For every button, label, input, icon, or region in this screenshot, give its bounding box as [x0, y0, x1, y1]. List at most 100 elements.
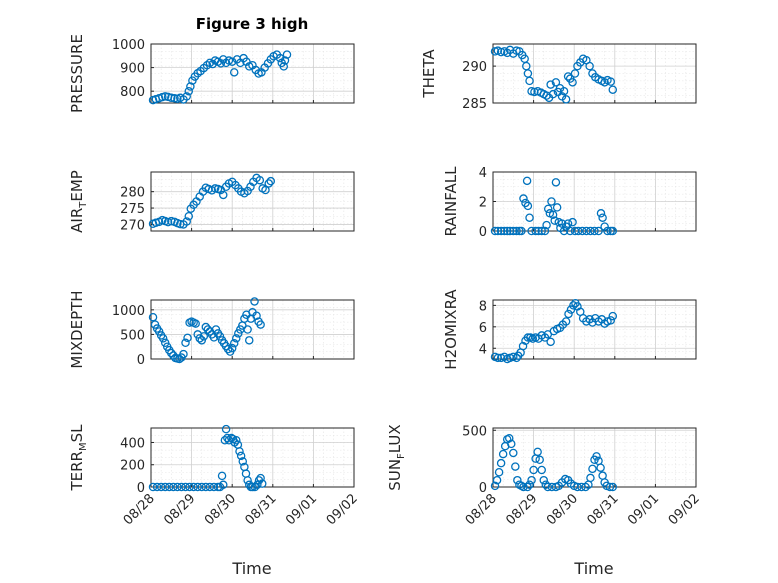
y-tick-label: 275 [120, 202, 145, 217]
data-point-pressure [184, 86, 194, 96]
x-tick-label: 09/02 [324, 491, 361, 528]
data-point-sunflux [513, 475, 522, 485]
data-point-mixdepth [243, 325, 252, 334]
data-point-terrmsl [197, 482, 206, 492]
data-point-rainfall [574, 226, 583, 236]
data-point-mixdepth [191, 319, 200, 328]
data-point-sunflux [509, 448, 518, 458]
data-point-sunflux [535, 455, 544, 465]
data-point-terrmsl [189, 482, 198, 492]
data-point-theta [525, 76, 534, 86]
subplot-rainfall: 0 2 4 RAINFALL [442, 166, 697, 240]
data-point-mixdepth [252, 311, 261, 320]
data-point-rainfall [568, 217, 577, 227]
data-point-rainfall [517, 226, 526, 236]
data-point-rainfall [551, 178, 561, 187]
data-point-terrmsl [209, 482, 219, 492]
y-tick-label: 1000 [112, 304, 145, 319]
data-point-theta [496, 47, 506, 57]
y-tick-label: 1000 [112, 38, 145, 53]
data-point-theta [548, 89, 558, 99]
data-point-sunflux [605, 482, 615, 492]
axes-frame [150, 299, 355, 360]
data-point-theta [570, 69, 580, 78]
data-point-sunflux [525, 480, 534, 489]
data-point-airtemp [264, 179, 273, 188]
data-point-rainfall [502, 226, 512, 236]
data-point-rainfall [552, 203, 562, 212]
data-point-h2omixra [606, 316, 615, 325]
data-point-sunflux [492, 475, 502, 485]
y-tick-label: 0 [137, 353, 145, 368]
data-point-rainfall [543, 204, 553, 214]
data-point-rainfall [490, 226, 500, 236]
data-point-terrmsl [219, 480, 228, 490]
y-axis-label: TERRMSL [68, 424, 89, 492]
x-tick-label: 09/01 [625, 491, 662, 528]
y-axis-label: PRESSURE [68, 34, 86, 113]
data-point-airtemp [243, 186, 252, 196]
data-point-theta [585, 61, 594, 71]
axes-frame [492, 43, 697, 104]
data-point-terrmsl [238, 457, 248, 466]
data-point-mixdepth [181, 338, 190, 348]
data-point-terrmsl [148, 482, 158, 492]
data-point-terrmsl [173, 482, 182, 492]
axes-frame [492, 427, 697, 488]
data-point-mixdepth [232, 334, 241, 343]
subplot-h2omixra: 4 6 8 H2OMIXRA [442, 289, 697, 370]
x-tick-label: 08/31 [243, 491, 280, 528]
data-point-pressure [282, 50, 292, 59]
data-point-h2omixra [588, 318, 597, 327]
data-point-terrmsl [205, 482, 215, 492]
x-tick-label: 08/29 [503, 491, 540, 528]
x-tick-label: 09/01 [283, 491, 320, 528]
y-tick-label: 500 [120, 328, 145, 343]
data-point-rainfall [598, 213, 607, 222]
data-point-terrmsl [156, 482, 166, 492]
data-point-terrmsl [177, 482, 186, 492]
data-point-terrmsl [181, 482, 190, 492]
data-point-terrmsl [253, 480, 262, 490]
subplot-mixdepth: 0 500 1000 MIXDEPTH [68, 290, 355, 369]
data-point-rainfall [582, 226, 591, 236]
data-point-airtemp [182, 217, 191, 226]
data-point-rainfall [505, 226, 515, 236]
data-point-terrmsl [152, 482, 162, 492]
y-axis-label: H2OMIXRA [442, 289, 460, 370]
data-point-airtemp [219, 190, 228, 200]
data-point-sunflux [507, 439, 516, 449]
data-point-rainfall [522, 176, 532, 186]
data-point-mixdepth [183, 333, 192, 343]
data-point-terrmsl [232, 435, 241, 445]
data-point-sunflux [586, 473, 595, 483]
data-point-mixdepth [167, 348, 176, 358]
y-tick-label: 4 [479, 342, 487, 357]
data-point-rainfall [578, 226, 587, 236]
data-point-mixdepth [175, 354, 184, 364]
x-tick-label: 09/02 [666, 491, 703, 528]
data-point-terrmsl [250, 482, 260, 492]
y-tick-label: 6 [479, 321, 487, 336]
data-point-terrmsl [241, 469, 251, 478]
data-point-rainfall [512, 226, 521, 236]
data-point-terrmsl [217, 471, 227, 481]
y-tick-label: 900 [120, 62, 145, 77]
data-point-theta [606, 77, 615, 86]
x-tick-label: 08/28 [463, 491, 500, 528]
data-point-h2omixra [561, 317, 571, 326]
y-tick-label: 800 [120, 85, 145, 100]
data-point-rainfall [523, 201, 533, 211]
data-point-sunflux [608, 482, 618, 492]
data-point-terrmsl [221, 424, 231, 434]
data-point-h2omixra [597, 315, 607, 324]
data-point-pressure [280, 56, 290, 65]
data-point-rainfall [519, 194, 528, 203]
data-point-rainfall [559, 226, 569, 236]
data-point-mixdepth [227, 343, 237, 353]
y-axis-label: THETA [420, 49, 438, 99]
data-point-rainfall [534, 226, 543, 236]
data-point-h2omixra [608, 311, 618, 321]
